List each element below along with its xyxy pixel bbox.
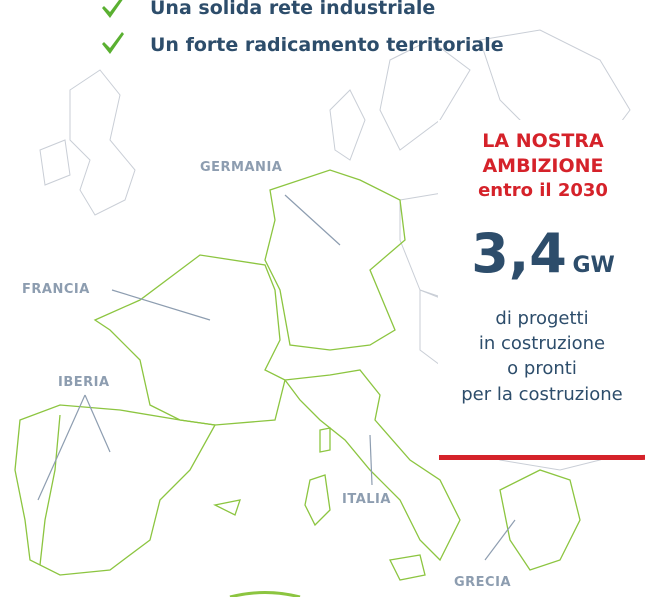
balearic-outline: [215, 500, 240, 515]
bullet-text: Un forte radicamento territoriale: [150, 34, 504, 56]
corsica-outline: [320, 428, 330, 452]
leader-line: [112, 290, 210, 320]
leader-line: [85, 395, 110, 452]
country-label: ITALIA: [342, 492, 391, 507]
denmark-outline: [330, 90, 365, 160]
ambition-title: LA NOSTRA: [438, 130, 645, 152]
leader-line: [370, 435, 372, 485]
france-outline: [95, 255, 285, 425]
ambition-figure: 3,4 GW: [438, 222, 645, 285]
country-label: IBERIA: [58, 375, 110, 390]
iberia-outline: [15, 405, 215, 575]
germany-outline: [265, 170, 405, 350]
ambition-unit: GW: [572, 253, 614, 278]
country-label: FRANCIA: [22, 282, 90, 297]
ambition-description: di progetti: [432, 308, 645, 329]
checkmarks: [102, 0, 124, 54]
leader-line: [285, 195, 340, 245]
bullet-text: Una solida rete industriale: [150, 0, 435, 19]
checkmark: [102, 0, 124, 18]
ambition-description: per la costruzione: [432, 384, 645, 405]
ireland-outline: [40, 140, 70, 185]
country-label: GERMANIA: [200, 160, 282, 175]
ambition-title: AMBIZIONE: [438, 155, 645, 177]
ambition-value: 3,4: [471, 222, 567, 285]
ambition-subtitle: entro il 2030: [438, 180, 645, 201]
uk-outline: [70, 70, 135, 215]
country-label: GRECIA: [454, 575, 511, 590]
sicily-outline: [390, 555, 425, 580]
greece-outline: [500, 470, 580, 570]
ambition-description: o pronti: [432, 358, 645, 379]
sardinia-outline: [305, 475, 330, 525]
ambition-description: in costruzione: [432, 333, 645, 354]
checkmark: [102, 32, 124, 54]
page: Una solida rete industriale Un forte rad…: [0, 0, 645, 597]
bottom-arc: [230, 593, 300, 597]
